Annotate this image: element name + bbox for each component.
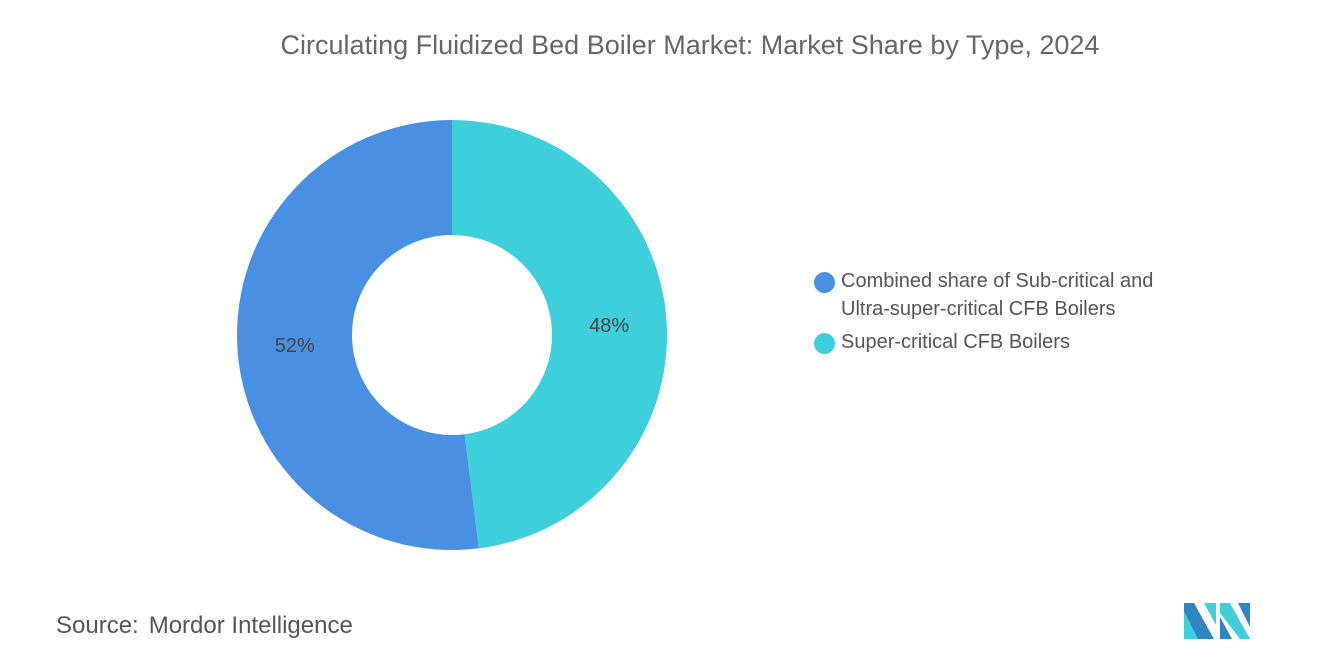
legend: Combined share of Sub-critical and Ultra… (814, 270, 1201, 364)
donut-slice (452, 120, 668, 549)
legend-swatch (814, 333, 835, 354)
source-note: Source: Mordor Intelligence (56, 612, 353, 640)
legend-item: Super-critical CFB Boilers (814, 331, 1201, 356)
donut-chart: 48% 52% (237, 120, 668, 550)
legend-swatch (814, 272, 835, 293)
mordor-logo (1184, 603, 1250, 639)
legend-item: Combined share of Sub-critical and Ultra… (814, 270, 1201, 323)
donut-slice (237, 120, 479, 550)
source-label: Source: (56, 612, 139, 639)
slice-data-label: 48% (589, 315, 629, 337)
legend-label: Super-critical CFB Boilers (841, 331, 1070, 353)
source-value: Mordor Intelligence (148, 612, 353, 639)
slice-data-label: 52% (275, 335, 315, 357)
chart-title: Circulating Fluidized Bed Boiler Market:… (280, 30, 1100, 60)
legend-label: Combined share of Sub-critical and Ultra… (841, 270, 1154, 320)
